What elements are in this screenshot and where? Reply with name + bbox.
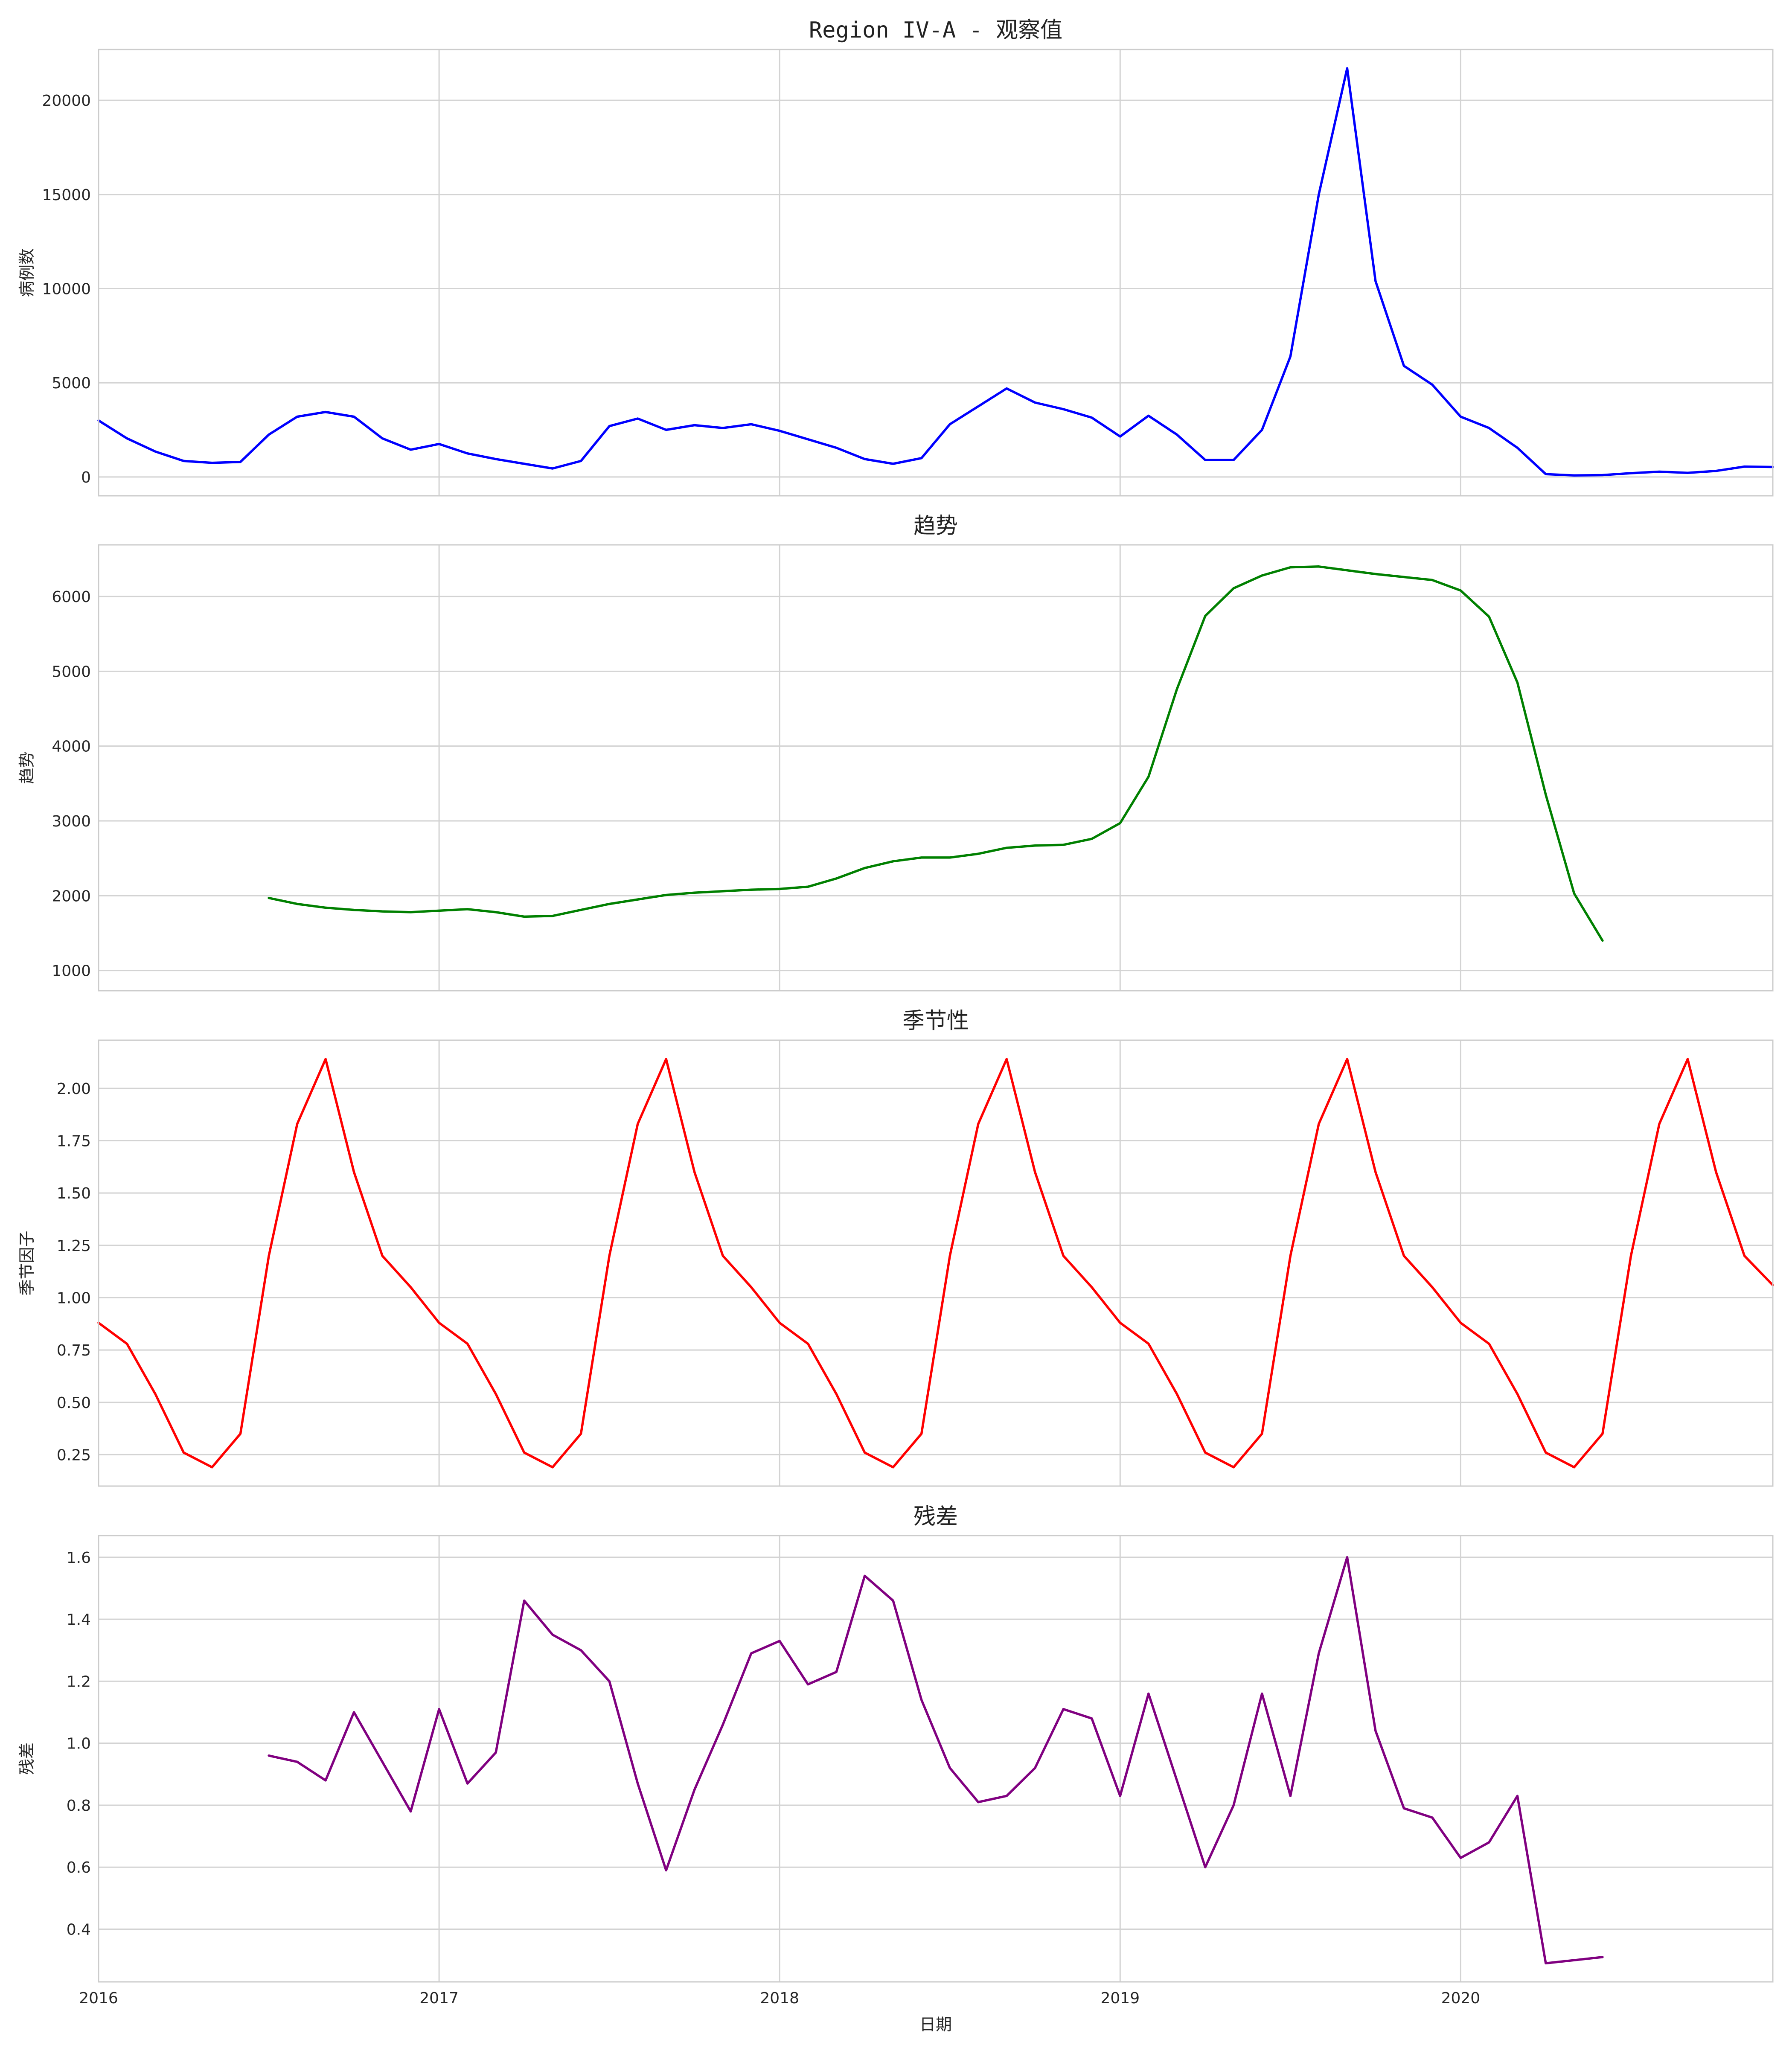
x-axis-label: 日期 [919,2015,952,2034]
panel-title: 季节性 [902,1008,969,1034]
y-tick-label: 0 [81,469,91,486]
y-tick-label: 1.2 [67,1673,91,1690]
data-point [637,899,638,900]
y-axis-label: 趋势 [17,751,36,784]
plot-frame [98,49,1774,497]
y-tick-label: 1.50 [57,1185,91,1202]
y-tick-label: 0.50 [57,1394,91,1412]
data-point [1545,1452,1546,1453]
panel-title: 趋势 [913,513,958,539]
data-point [1290,356,1291,357]
series-line [97,67,1774,477]
data-point [1659,471,1660,472]
plot-area [99,545,1773,991]
y-tick-label: 20000 [42,92,91,110]
data-point [921,857,922,858]
data-point [1318,1653,1319,1654]
y-tick-label: 0.25 [57,1446,91,1464]
data-point [637,1783,638,1784]
y-tick-label: 1.00 [57,1289,91,1307]
panel-title: Region IV-A - 观察值 [809,17,1062,43]
data-point [183,1452,184,1453]
data-point [1233,1805,1234,1806]
y-tick-label: 4000 [52,738,91,756]
data-point [467,1783,468,1784]
y-tick-label: 0.75 [57,1342,91,1359]
y-axis-label: 残差 [17,1743,36,1775]
data-point [1063,409,1064,410]
plot-frame [98,1039,1774,1487]
data-point [1602,940,1603,941]
data-point [1517,682,1518,683]
plot-area [99,1536,1773,1982]
y-tick-label: 1000 [52,963,91,980]
y-tick-label: 3000 [52,813,91,830]
y-tick-label: 5000 [52,663,91,681]
data-point [1091,417,1092,418]
y-tick-label: 6000 [52,588,91,606]
data-point [1460,416,1461,417]
data-point [694,1789,695,1790]
chart-panel-4: 0.4 0.6 0.8 1.0 1.2 1.4 1.6 2016 2017 2018 2019 202… [17,1504,1774,2034]
series-line [268,1556,1604,1965]
x-tick-label: 2020 [1441,1990,1481,2007]
y-tick-label: 1.4 [67,1611,91,1629]
data-point [1091,1718,1092,1719]
data-point [1744,466,1745,467]
y-tick-label: 1.25 [57,1237,91,1255]
y-tick-label: 2.00 [57,1080,91,1098]
data-point [1318,194,1319,195]
plot-area [99,49,1773,496]
data-point [1545,794,1546,795]
data-point [1545,1963,1546,1964]
data-point [1318,566,1319,567]
y-tick-label: 0.4 [67,1921,91,1939]
y-tick-label: 2000 [52,887,91,905]
data-point [410,449,411,450]
data-point [1148,1693,1149,1694]
data-point [382,911,383,912]
y-tick-label: 10000 [42,281,91,298]
y-tick-label: 0.6 [67,1859,91,1876]
panel-title: 残差 [913,1504,958,1530]
plot-frame [98,544,1774,992]
x-tick-label: 2016 [79,1990,118,2007]
series-line [97,1058,1774,1469]
data-point [467,453,468,454]
x-tick-label: 2019 [1100,1990,1140,2007]
data-point [864,1452,865,1453]
x-tick-label: 2018 [760,1990,799,2007]
series-line [268,565,1604,942]
y-axis-label: 季节因子 [17,1231,36,1295]
y-tick-label: 1.6 [67,1549,91,1567]
data-point [155,451,156,452]
y-tick-label: 15000 [42,186,91,204]
plot-area [99,1040,1773,1486]
y-tick-label: 0.8 [67,1797,91,1815]
y-axis-label: 病例数 [17,248,36,297]
y-tick-label: 5000 [52,375,91,392]
data-point [382,438,383,439]
x-tick-label: 2017 [419,1990,459,2007]
y-tick-label: 1.75 [57,1132,91,1150]
y-tick-label: 1.0 [67,1735,91,1753]
plot-frame [98,1535,1774,1983]
data-point [410,1811,411,1812]
